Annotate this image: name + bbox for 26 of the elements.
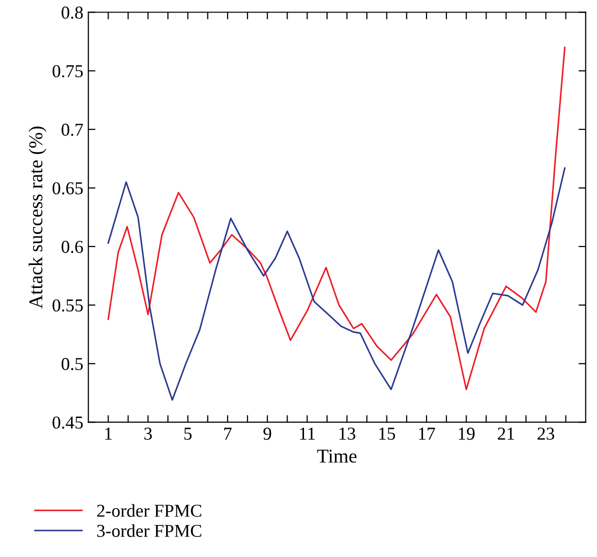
x-tick-label: 15 [379,428,396,440]
y-tick-label: 0.75 [52,65,83,78]
x-tick-label: 23 [538,428,554,440]
y-tick-label: 0.6 [62,240,83,254]
y-tick-label: 0.45 [52,416,83,429]
x-axis-title: Time [317,450,357,463]
legend-label: 2-order FPMC [97,504,202,517]
x-tick-label: 9 [263,428,272,440]
y-tick-label: 0.65 [52,182,83,194]
x-tick-label: 17 [419,428,436,440]
x-tick-label: 7 [224,428,232,440]
x-tick-label: 3 [144,428,152,440]
legend-label: 3-order FPMC [97,524,202,537]
x-tick-label: 19 [458,428,475,440]
y-tick-label: 0.8 [62,6,83,19]
x-tick-label: 11 [300,428,315,440]
x-tick-label: 13 [340,428,356,440]
x-tick-label: 5 [184,428,192,440]
x-tick-label: 1 [105,428,112,440]
y-tick-label: 0.7 [62,124,83,136]
y-tick-label: 0.55 [52,299,83,312]
line-series [107,167,566,401]
line-series [107,46,566,390]
y-tick-label: 0.5 [62,358,83,370]
x-tick-label: 21 [498,428,514,440]
y-axis-title: Attack success rate (%) [28,126,46,309]
